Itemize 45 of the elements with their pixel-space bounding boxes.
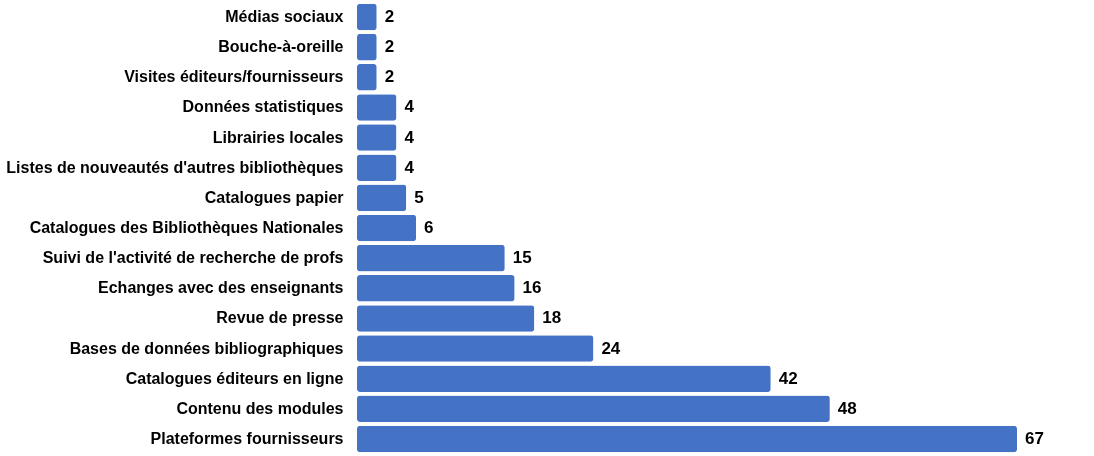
data-label: 2 [384,7,395,27]
data-label: 48 [837,398,857,418]
y-tick-label: Echanges avec des enseignants [98,279,344,297]
bar [357,154,397,181]
data-label: 4 [404,127,415,147]
data-label: 2 [384,37,395,57]
bar [357,33,377,61]
bar [357,244,505,272]
y-tick-label: Catalogues papier [204,188,344,206]
data-label: 18 [542,308,562,328]
data-label: 16 [522,278,542,298]
data-label: 4 [404,157,415,177]
bar [357,214,417,242]
bar [357,425,1017,453]
data-label: 6 [424,218,434,237]
bar [357,275,515,302]
data-label: 67 [1025,428,1044,448]
data-label: 24 [601,338,621,358]
y-tick-label: Données statistiques [182,98,344,116]
bar [357,64,377,91]
y-tick-label: Visites éditeurs/fournisseurs [124,68,344,86]
y-tick-label: Bouche-à-oreille [218,38,344,56]
bar [357,365,771,392]
y-tick-label: Catalogues des Bibliothèques Nationales [29,219,344,236]
y-tick-label: Suivi de l'activité de recherche de profs [42,249,344,267]
bar [357,335,594,362]
bar [357,94,397,121]
bar [357,395,830,423]
data-label: 5 [414,187,424,207]
bar [357,184,407,212]
bar [357,124,397,151]
y-tick-label: Médias sociaux [225,8,344,26]
data-label: 42 [778,368,798,388]
bar [357,3,377,31]
y-tick-label: Revue de presse [216,309,344,327]
y-tick-label: Contenu des modules [176,399,344,417]
bar [357,305,535,332]
data-label: 2 [384,67,395,87]
y-tick-label: Bases de données bibliographiques [69,339,344,357]
y-tick-label: Librairies locales [212,128,344,146]
y-tick-label: Plateformes fournisseurs [150,429,344,447]
y-tick-label: Listes de nouveautés d'autres bibliothèques [6,158,344,176]
data-label: 15 [512,248,532,268]
y-tick-label: Catalogues éditeurs en ligne [125,369,344,387]
data-label: 4 [404,97,415,117]
